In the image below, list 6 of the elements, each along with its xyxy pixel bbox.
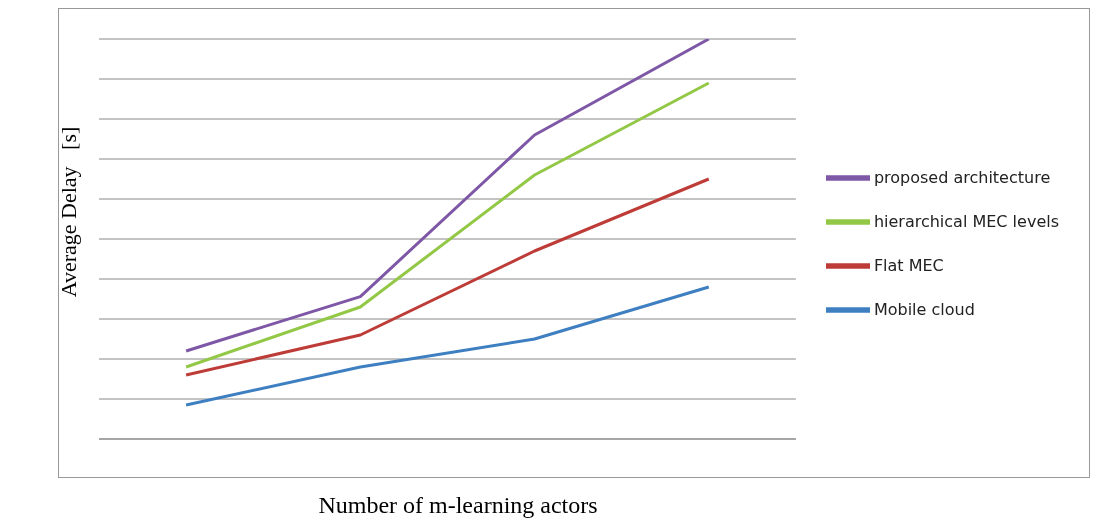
legend-label: hierarchical MEC levels: [873, 211, 1059, 231]
legend-label: Mobile cloud: [873, 299, 975, 319]
y-axis-title: Average Delay [s]: [56, 125, 82, 300]
legend-label: proposed architecture: [873, 167, 1051, 187]
x-axis-title: Number of m-learning actors: [317, 492, 599, 519]
legend-label: Flat MEC: [873, 255, 944, 275]
